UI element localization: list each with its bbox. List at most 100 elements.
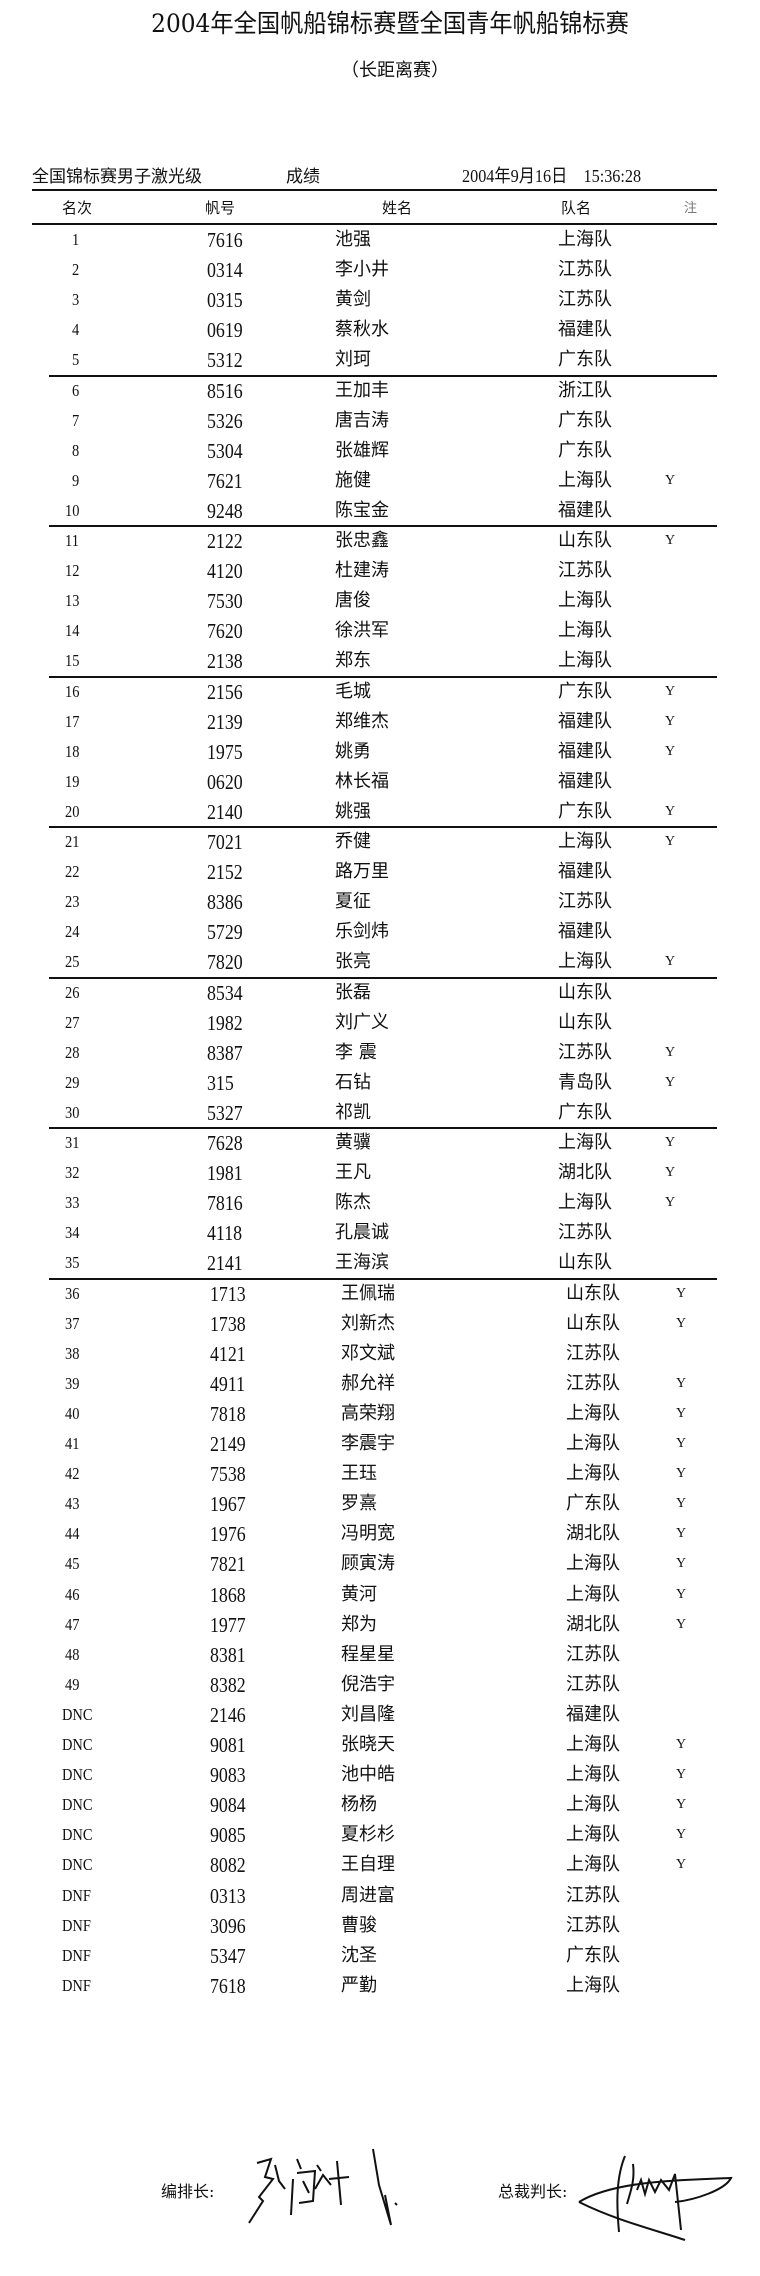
team-cell: 江苏队: [566, 1914, 620, 1936]
sailor-name-cell: 刘广义: [335, 1011, 389, 1033]
sail-number-cell: 7616: [207, 228, 243, 252]
group-divider: [49, 374, 717, 377]
sail-number-cell: 9083: [210, 1763, 246, 1788]
rank-cell: DNC: [62, 1765, 93, 1785]
team-cell: 广东队: [558, 680, 612, 702]
rank-cell: 3: [72, 290, 80, 310]
rank-cell: 27: [65, 1012, 80, 1032]
sail-number-cell: 7621: [207, 468, 243, 493]
team-cell: 山东队: [558, 981, 612, 1003]
team-cell: 江苏队: [558, 891, 612, 913]
rank-cell: 11: [65, 531, 79, 550]
sail-number-cell: 5304: [207, 438, 243, 463]
sailor-name-cell: 王佩瑞: [341, 1282, 395, 1304]
sail-number-cell: 2149: [210, 1432, 246, 1456]
team-cell: 上海队: [558, 1192, 612, 1214]
rank-cell: 9: [72, 470, 80, 490]
team-cell: 江苏队: [558, 259, 612, 281]
sailor-name-cell: 杨杨: [341, 1794, 377, 1816]
note-cell: Y: [676, 1857, 687, 1873]
sailor-name-cell: 曹骏: [341, 1914, 377, 1936]
sailor-name-cell: 夏征: [335, 891, 371, 913]
sail-number-cell: 7628: [207, 1131, 243, 1155]
rank-cell: 7: [72, 410, 80, 430]
sailor-name-cell: 严勤: [341, 1974, 377, 1996]
team-cell: 上海队: [566, 1824, 620, 1846]
note-cell: Y: [676, 1436, 687, 1451]
sailor-name-cell: 黄剑: [335, 289, 371, 311]
rank-cell: 36: [65, 1283, 80, 1303]
sailor-name-cell: 王凡: [335, 1162, 371, 1184]
sailor-name-cell: 顾寅涛: [341, 1553, 395, 1575]
sail-number-cell: 8534: [207, 980, 243, 1005]
sailor-name-cell: 姚强: [335, 800, 371, 822]
sailor-name-cell: 徐洪军: [335, 620, 389, 642]
rank-cell: 18: [65, 741, 80, 761]
sailor-name-cell: 李小井: [335, 259, 389, 281]
sail-number-cell: 2141: [207, 1251, 243, 1276]
sail-number-cell: 7618: [210, 1973, 246, 1998]
rank-cell: 22: [65, 862, 80, 882]
note-cell: Y: [676, 1827, 687, 1843]
rank-cell: DNC: [62, 1704, 93, 1724]
sailor-name-cell: 林长福: [335, 770, 389, 792]
sailor-name-cell: 郑为: [341, 1613, 377, 1635]
team-cell: 广东队: [558, 349, 612, 371]
team-cell: 青岛队: [558, 1071, 612, 1093]
group-divider: [49, 1277, 717, 1280]
sailor-name-cell: 蔡秋水: [335, 319, 389, 341]
rank-cell: 35: [65, 1253, 80, 1273]
sailor-name-cell: 李 震: [335, 1041, 377, 1063]
sailor-name-cell: 祁凯: [335, 1101, 371, 1123]
header-bottom-rule: [32, 223, 717, 225]
rank-cell: 32: [65, 1163, 80, 1183]
sailor-name-cell: 孔晨诚: [335, 1222, 389, 1244]
note-cell: Y: [676, 1315, 687, 1331]
team-cell: 上海队: [566, 1764, 620, 1786]
team-cell: 湖北队: [566, 1523, 620, 1545]
sail-number-cell: 9084: [210, 1793, 246, 1818]
sail-number-cell: 1738: [210, 1311, 246, 1336]
sail-number-cell: 8387: [207, 1040, 243, 1065]
team-cell: 上海队: [566, 1734, 620, 1755]
sailor-name-cell: 郑东: [335, 650, 371, 672]
note-cell: Y: [665, 533, 676, 548]
sail-number-cell: 7620: [207, 619, 243, 644]
team-cell: 湖北队: [566, 1613, 620, 1635]
sailor-name-cell: 李震宇: [341, 1433, 395, 1454]
sail-number-cell: 2122: [207, 529, 243, 553]
sailor-name-cell: 刘新杰: [341, 1312, 395, 1334]
team-cell: 广东队: [558, 439, 612, 461]
sail-number-cell: 5729: [207, 920, 243, 945]
rank-cell: DNC: [62, 1735, 93, 1754]
event-name: 全国锦标赛男子激光级: [32, 167, 202, 187]
team-cell: 福建队: [558, 319, 612, 341]
sail-number-cell: 1977: [210, 1612, 246, 1637]
header-top-rule: [32, 189, 717, 191]
team-cell: 广东队: [566, 1944, 620, 1966]
team-cell: 上海队: [566, 1553, 620, 1575]
rank-cell: 39: [65, 1373, 80, 1393]
team-cell: 上海队: [566, 1974, 620, 1996]
note-cell: Y: [665, 834, 676, 849]
rank-cell: 13: [65, 591, 80, 611]
sail-number-cell: 7821: [210, 1552, 246, 1577]
note-cell: Y: [676, 1285, 687, 1301]
rank-cell: 12: [65, 561, 80, 581]
team-cell: 湖北队: [558, 1162, 612, 1184]
sail-number-cell: 7538: [210, 1462, 246, 1487]
sailor-name-cell: 唐吉涛: [335, 409, 389, 431]
team-cell: 上海队: [566, 1583, 620, 1605]
sail-number-cell: 8082: [210, 1853, 246, 1878]
rank-cell: DNC: [62, 1855, 93, 1875]
team-cell: 江苏队: [566, 1643, 620, 1665]
sailor-name-cell: 王加丰: [335, 379, 389, 401]
document-subtitle: （长距离赛）: [341, 60, 449, 81]
sail-number-cell: 5326: [207, 408, 243, 433]
team-cell: 浙江队: [558, 379, 612, 401]
sailor-name-cell: 乐剑炜: [335, 921, 389, 943]
team-cell: 上海队: [566, 1402, 620, 1424]
rank-cell: 44: [65, 1524, 80, 1544]
sailor-name-cell: 石钻: [335, 1071, 371, 1093]
rank-cell: 29: [65, 1072, 80, 1092]
